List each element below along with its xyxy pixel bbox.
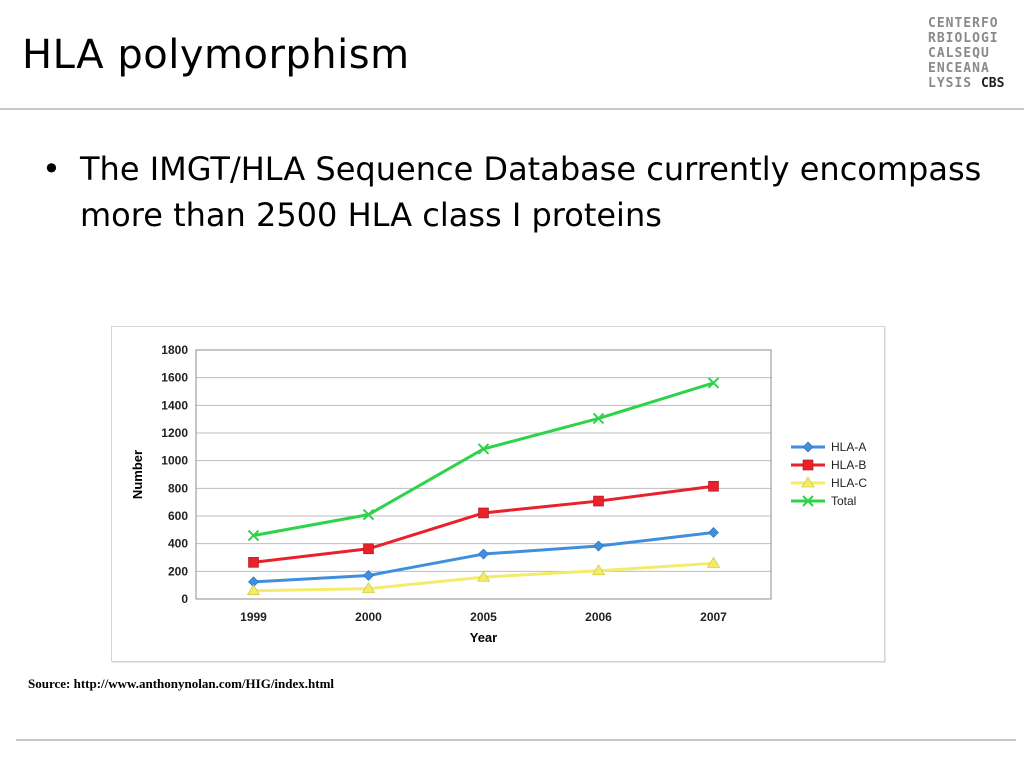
legend-marker-total bbox=[802, 495, 814, 507]
logo-line: ENCEANA bbox=[928, 61, 990, 76]
data-point-total bbox=[247, 529, 260, 542]
data-point-hla-a bbox=[478, 548, 489, 560]
chart-canvas: 0 200 400 600 800 1000 1200 1400 1600 1800 1999 200… bbox=[130, 343, 867, 645]
data-point-hla-a bbox=[593, 540, 604, 552]
logo-brand: CBS bbox=[980, 76, 1005, 91]
bullet-icon: • bbox=[42, 150, 61, 188]
y-axis-title: Number bbox=[130, 450, 145, 499]
x-tick-label: 2000 bbox=[355, 610, 382, 624]
plot-area-border bbox=[195, 349, 772, 600]
legend-label-hla-c: HLA-C bbox=[831, 476, 867, 490]
logo-line: RBIOLOGI bbox=[928, 31, 999, 46]
legend-marker-hla-b bbox=[802, 459, 814, 471]
data-point-hla-b bbox=[478, 507, 489, 519]
data-point-hla-c bbox=[476, 570, 491, 582]
y-tick-label: 200 bbox=[168, 564, 188, 578]
data-point-hla-c bbox=[706, 556, 721, 568]
source-citation: Source: http://www.anthonynolan.com/HIG/… bbox=[28, 676, 335, 691]
legend-marker-hla-a bbox=[802, 441, 814, 453]
y-tick-label: 0 bbox=[181, 592, 188, 606]
x-tick-label: 1999 bbox=[240, 610, 267, 624]
logo-line: CENTERFO bbox=[928, 16, 999, 31]
y-tick-label: 1200 bbox=[161, 426, 188, 440]
y-tick-label: 1000 bbox=[161, 454, 188, 468]
footer-divider bbox=[16, 739, 1016, 741]
x-tick-label: 2007 bbox=[700, 610, 727, 624]
data-point-total bbox=[477, 443, 490, 455]
data-point-hla-b bbox=[708, 480, 719, 492]
bullet-point: • The IMGT/HLA Sequence Database current… bbox=[42, 146, 1002, 238]
slide-title: HLA polymorphism bbox=[22, 32, 410, 78]
bullet-text: The IMGT/HLA Sequence Database currently… bbox=[80, 150, 982, 234]
data-point-hla-b bbox=[363, 543, 374, 555]
y-tick-label: 600 bbox=[168, 509, 188, 523]
y-tick-label: 1800 bbox=[161, 343, 188, 357]
y-tick-label: 400 bbox=[168, 537, 188, 551]
data-point-hla-a bbox=[363, 570, 374, 581]
data-point-hla-c bbox=[246, 584, 261, 595]
data-point-total bbox=[362, 508, 375, 521]
hla-growth-chart: 0 200 400 600 800 1000 1200 1400 1600 1800 1999 200… bbox=[111, 326, 885, 662]
y-tick-label: 1600 bbox=[161, 371, 188, 385]
data-point-hla-c bbox=[591, 564, 606, 576]
data-point-hla-a bbox=[708, 527, 719, 538]
logo-prefix: LYSIS bbox=[928, 76, 973, 91]
legend-label-total: Total bbox=[831, 494, 856, 508]
legend-label-hla-b: HLA-B bbox=[831, 458, 866, 472]
logo-line-last: LYSIS CBS bbox=[928, 76, 1016, 91]
data-point-total bbox=[592, 412, 605, 425]
header-divider bbox=[0, 108, 1024, 110]
data-point-hla-b bbox=[593, 495, 604, 507]
legend-label-hla-a: HLA-A bbox=[831, 440, 866, 454]
data-point-hla-c bbox=[361, 582, 376, 593]
data-point-hla-b bbox=[248, 557, 259, 568]
x-axis-title: Year bbox=[470, 630, 497, 645]
x-tick-label: 2005 bbox=[470, 610, 497, 624]
y-tick-label: 800 bbox=[168, 481, 188, 495]
y-tick-label: 1400 bbox=[161, 398, 188, 412]
data-point-total bbox=[707, 377, 720, 389]
x-tick-label: 2006 bbox=[585, 610, 612, 624]
legend-marker-hla-c bbox=[801, 476, 815, 488]
cbs-logo: CENTERFO RBIOLOGI CALSEQU ENCEANA LYSIS … bbox=[928, 16, 1016, 91]
logo-line: CALSEQU bbox=[928, 46, 990, 61]
